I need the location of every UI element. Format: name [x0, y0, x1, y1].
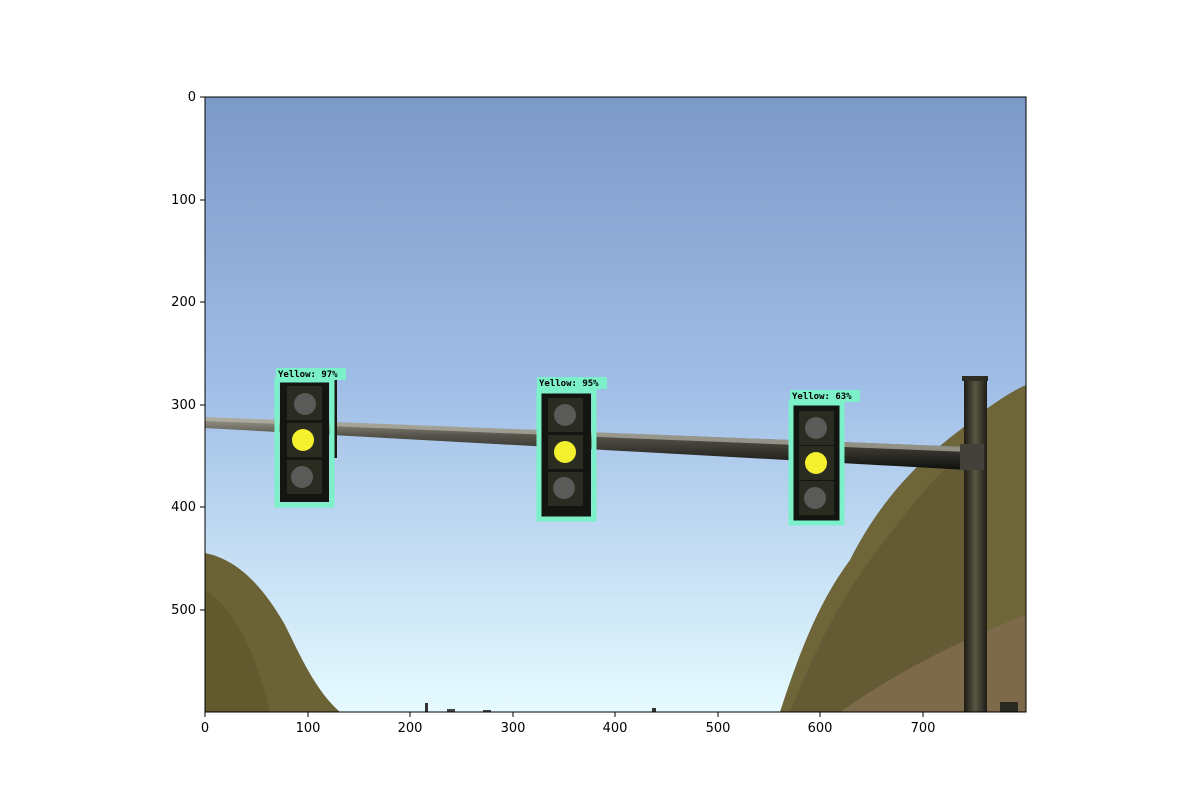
- y-tick-label: 100: [171, 193, 196, 208]
- y-axis: 0 100 200 300 400 500: [171, 90, 205, 618]
- traffic-pole: [964, 377, 987, 712]
- x-tick-label: 100: [296, 721, 321, 736]
- detection-2: Yellow: 95%: [536, 377, 607, 522]
- x-tick-label: 200: [398, 721, 423, 736]
- detection-3: Yellow: 63%: [788, 390, 860, 526]
- photo: Yellow: 97% Yellow: 95% Yellow: 63%: [205, 97, 1026, 712]
- x-tick-label: 0: [201, 721, 209, 736]
- left-hill-shade: [205, 590, 270, 712]
- y-tick-label: 400: [171, 500, 196, 515]
- x-tick-label: 700: [911, 721, 936, 736]
- x-tick-label: 300: [501, 721, 526, 736]
- y-tick-label: 200: [171, 295, 196, 310]
- y-tick-label: 0: [188, 90, 196, 105]
- detection-label: Yellow: 97%: [278, 370, 338, 380]
- traffic-light-1: [280, 378, 337, 502]
- detection-label: Yellow: 95%: [539, 379, 599, 389]
- detection-1: Yellow: 97%: [274, 368, 346, 508]
- traffic-light-3: [793, 405, 841, 525]
- detection-label: Yellow: 63%: [792, 392, 852, 402]
- x-tick-label: 600: [808, 721, 833, 736]
- x-axis: 0 100 200 300 400 500 600 700: [201, 712, 936, 736]
- x-tick-label: 500: [706, 721, 731, 736]
- x-tick-label: 400: [603, 721, 628, 736]
- traffic-light-2: [541, 393, 591, 517]
- y-tick-label: 300: [171, 398, 196, 413]
- y-tick-label: 500: [171, 603, 196, 618]
- right-hill-shade: [790, 450, 965, 712]
